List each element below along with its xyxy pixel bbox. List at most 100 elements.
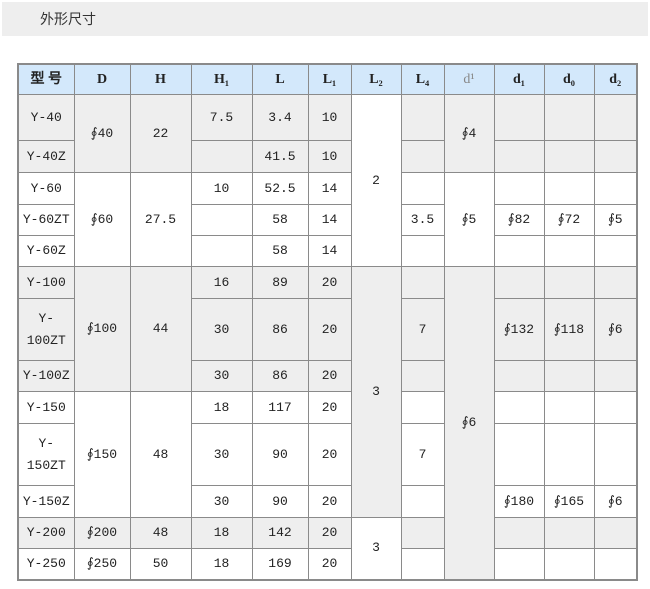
table-body: Y-40 ∮40 22 7.5 3.4 10 2 ∮4 Y-40Z 41.5 10 Y-60 ∮60 27… (17, 94, 638, 580)
value-cell: 48 (129, 517, 192, 549)
value-cell: 18 (190, 517, 253, 549)
model-cell: Y-150 (17, 391, 75, 424)
header-L2: L₂ (350, 63, 402, 95)
value-cell: 86 (251, 298, 309, 361)
model-cell: Y-40Z (17, 140, 75, 173)
value-cell (493, 235, 545, 267)
model-cell: Y-100ZT (17, 298, 75, 361)
model-cell: Y-150ZT (17, 423, 75, 486)
value-cell: 44 (129, 266, 192, 392)
table-row: Y-40 ∮40 22 7.5 3.4 10 2 ∮4 (17, 94, 638, 267)
table-row: Y-100 ∮100 44 16 89 20 3 ∮6 (17, 266, 638, 580)
value-cell (190, 140, 253, 173)
value-cell: 3 (350, 517, 402, 580)
value-cell: ∮5 (443, 172, 495, 267)
value-cell: 20 (307, 517, 352, 549)
value-cell: 18 (190, 548, 253, 580)
value-cell (543, 94, 595, 141)
value-cell (493, 140, 545, 173)
table-row: Y-60ZT 58 14 3.5 ∮82 ∮72 ∮5 (17, 204, 638, 236)
value-cell (493, 391, 545, 424)
value-cell (593, 266, 638, 299)
value-cell (493, 423, 545, 486)
value-cell: 30 (190, 485, 253, 518)
value-cell: 3.4 (251, 94, 309, 141)
value-cell: 30 (190, 298, 253, 361)
value-cell: 142 (251, 517, 309, 549)
value-cell: 10 (307, 140, 352, 173)
value-cell: ∮40 (73, 94, 131, 173)
value-cell (190, 204, 253, 236)
table-row: Y-100Z 30 86 20 (17, 360, 638, 392)
value-cell (593, 140, 638, 173)
dimensions-table: 型 号 D H H₁ L L₁ L₂ L₄ d¹ d₁ d₀ d₂ Y-40 ∮4… (17, 63, 638, 581)
value-cell: 7 (400, 423, 445, 486)
model-cell: Y-200 (17, 517, 75, 549)
value-cell: 27.5 (129, 172, 192, 267)
header-H: H (129, 63, 192, 95)
value-cell: ∮60 (73, 172, 131, 267)
value-cell (493, 360, 545, 392)
header-L: L (251, 63, 309, 95)
value-cell (400, 266, 445, 299)
value-cell (543, 266, 595, 299)
value-cell: 41.5 (251, 140, 309, 173)
value-cell: 30 (190, 423, 253, 486)
header-L1: L₁ (307, 63, 352, 95)
value-cell: ∮150 (73, 391, 131, 518)
section-title: 外形尺寸 (40, 12, 96, 28)
model-cell: Y-60 (17, 172, 75, 205)
table-row: Y-40Z 41.5 10 (17, 140, 638, 173)
value-cell: 20 (307, 298, 352, 361)
value-cell (493, 548, 545, 580)
value-cell (543, 423, 595, 486)
value-cell: 20 (307, 423, 352, 486)
header-d1: d₁ (493, 63, 545, 95)
value-cell (593, 172, 638, 205)
value-cell: 20 (307, 391, 352, 424)
header-row: 型 号 D H H₁ L L₁ L₂ L₄ d¹ d₁ d₀ d₂ (17, 63, 638, 95)
value-cell: ∮6 (593, 485, 638, 518)
model-cell: Y-40 (17, 94, 75, 141)
table-row: Y-150Z 30 90 20 ∮180 ∮165 ∮6 (17, 485, 638, 518)
table-row: Y-150ZT 30 90 20 7 (17, 423, 638, 486)
model-cell: Y-250 (17, 548, 75, 580)
header-d-superscript: d¹ (443, 63, 495, 95)
header-H1: H₁ (190, 63, 253, 95)
value-cell (543, 235, 595, 267)
table-row: Y-100ZT 30 86 20 7 ∮132 ∮118 ∮6 (17, 298, 638, 361)
value-cell: 10 (190, 172, 253, 205)
table-row: Y-150 ∮150 48 18 117 20 (17, 391, 638, 518)
value-cell: 20 (307, 360, 352, 392)
model-cell: Y-60ZT (17, 204, 75, 236)
value-cell: 18 (190, 391, 253, 424)
value-cell: 20 (307, 266, 352, 299)
value-cell (593, 548, 638, 580)
value-cell: 10 (307, 94, 352, 141)
value-cell: 58 (251, 235, 309, 267)
model-cell: Y-60Z (17, 235, 75, 267)
value-cell: ∮6 (443, 266, 495, 580)
model-cell: Y-150Z (17, 485, 75, 518)
value-cell: ∮165 (543, 485, 595, 518)
value-cell (593, 94, 638, 141)
value-cell: 86 (251, 360, 309, 392)
value-cell (493, 517, 545, 549)
table-row: Y-200 ∮200 48 18 142 20 3 (17, 517, 638, 580)
value-cell: 58 (251, 204, 309, 236)
value-cell: ∮180 (493, 485, 545, 518)
value-cell (593, 391, 638, 424)
value-cell (543, 360, 595, 392)
value-cell (400, 548, 445, 580)
value-cell: 169 (251, 548, 309, 580)
value-cell (543, 140, 595, 173)
value-cell: ∮132 (493, 298, 545, 361)
value-cell (593, 360, 638, 392)
value-cell: 117 (251, 391, 309, 424)
value-cell: 50 (129, 548, 192, 580)
value-cell: 20 (307, 485, 352, 518)
value-cell: ∮100 (73, 266, 131, 392)
value-cell: ∮250 (73, 548, 131, 580)
value-cell: 48 (129, 391, 192, 518)
value-cell (593, 517, 638, 549)
